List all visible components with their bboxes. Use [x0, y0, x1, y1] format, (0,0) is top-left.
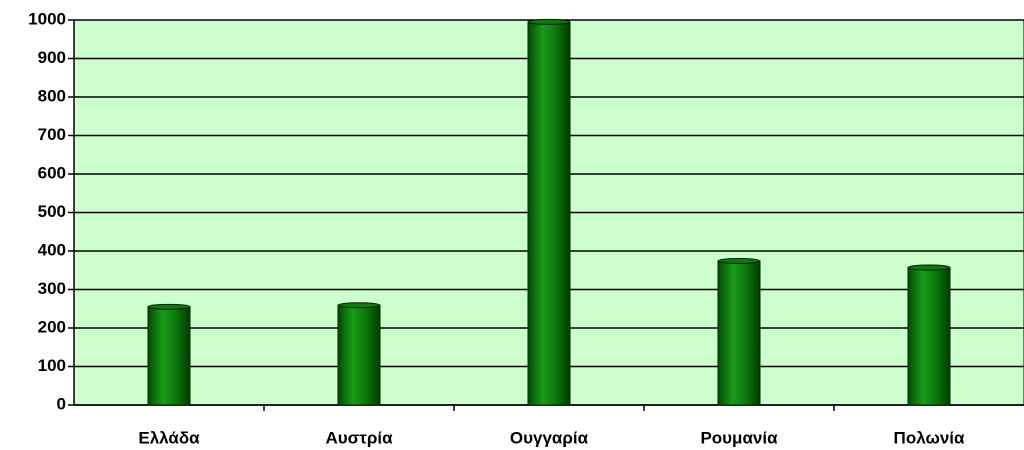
x-tick-label: Ελλάδα	[138, 428, 200, 447]
x-tick-label: Ρουμανία	[700, 428, 778, 447]
y-tick-label: 700	[38, 125, 66, 144]
bar-cap	[147, 303, 191, 310]
x-tick-label: Ουγγαρία	[510, 428, 589, 447]
y-tick-label: 800	[38, 86, 66, 105]
y-tick-label: 500	[38, 202, 66, 221]
bar	[527, 21, 571, 406]
bar-cap	[527, 18, 571, 25]
x-tick-label: Πολωνία	[894, 428, 965, 447]
bar-cap	[717, 258, 761, 265]
x-tick-label: Αυστρία	[325, 428, 393, 447]
y-tick-label: 1000	[28, 9, 66, 28]
bar-cap	[337, 302, 381, 309]
bar-cap	[907, 264, 951, 271]
y-tick-label: 200	[38, 317, 66, 336]
y-tick-label: 300	[38, 279, 66, 298]
y-tick-label: 0	[57, 394, 66, 413]
bar	[907, 267, 951, 406]
y-tick-label: 600	[38, 163, 66, 182]
bar	[147, 306, 191, 406]
bar	[337, 304, 381, 406]
y-tick-label: 400	[38, 240, 66, 259]
y-tick-label: 900	[38, 48, 66, 67]
bar	[717, 260, 761, 406]
y-tick-label: 100	[38, 356, 66, 375]
